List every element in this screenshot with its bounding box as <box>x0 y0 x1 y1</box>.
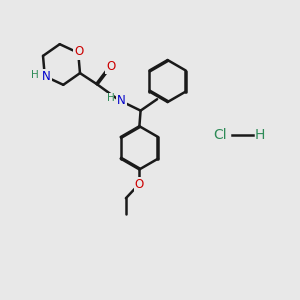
Text: Cl: Cl <box>214 128 227 142</box>
Text: O: O <box>74 45 84 58</box>
Text: N: N <box>117 94 126 106</box>
Text: H: H <box>31 70 39 80</box>
Text: O: O <box>106 60 116 73</box>
Text: H: H <box>254 128 265 142</box>
Text: N: N <box>42 70 51 83</box>
Text: H: H <box>107 93 115 103</box>
Text: O: O <box>135 178 144 191</box>
